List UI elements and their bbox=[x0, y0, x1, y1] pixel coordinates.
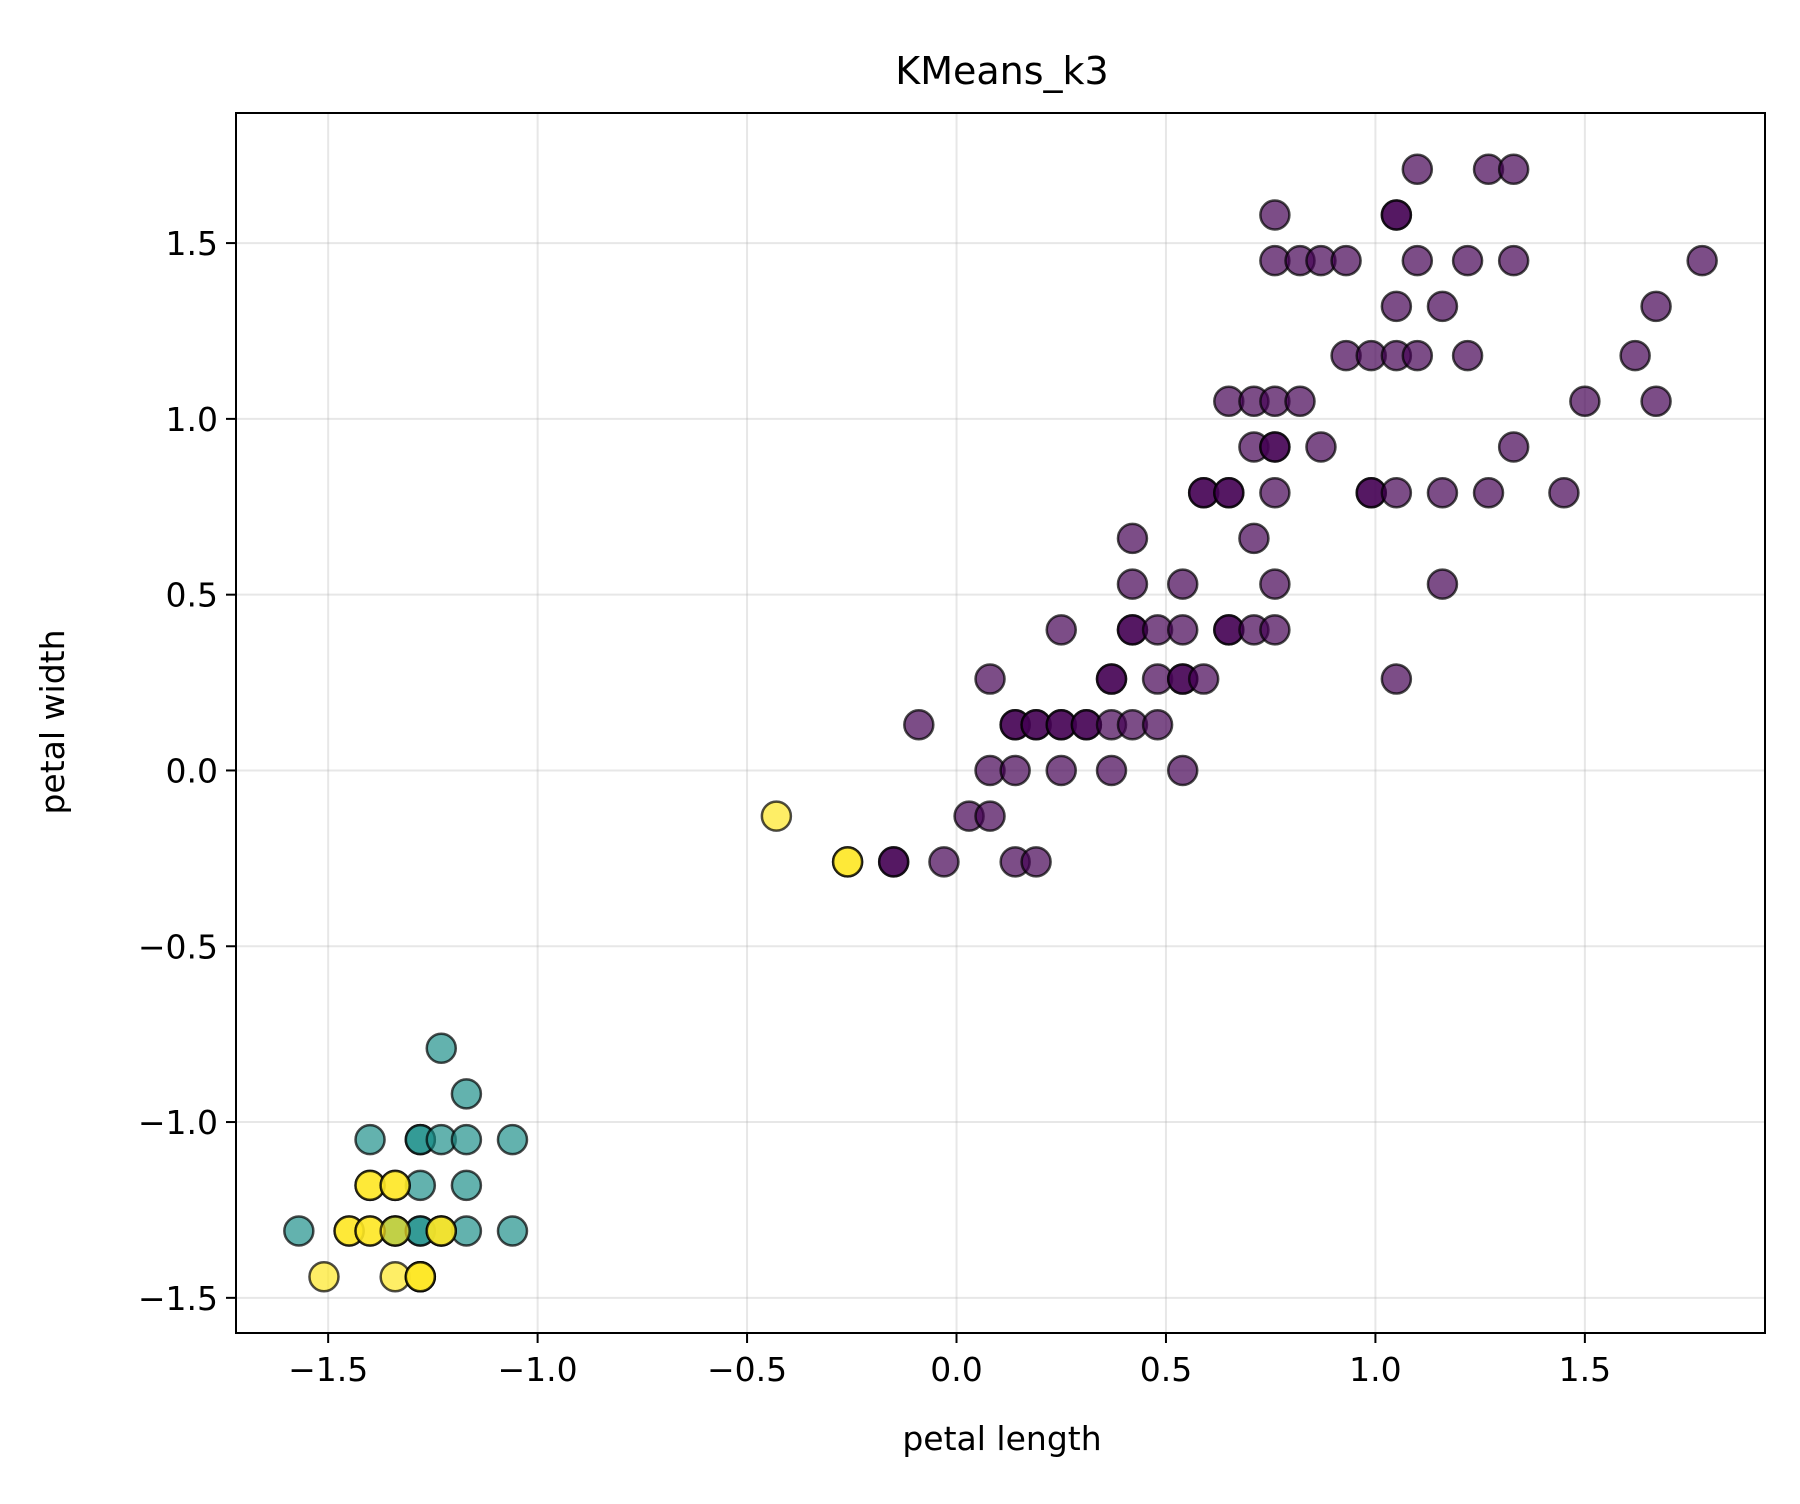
data-point-cluster-1 bbox=[425, 1032, 458, 1064]
y-tick-label: 0.0 bbox=[166, 751, 218, 790]
data-point-cluster-0 bbox=[1213, 476, 1245, 509]
data-point-cluster-0 bbox=[1426, 290, 1459, 323]
data-point-cluster-0 bbox=[1141, 709, 1174, 741]
data-point-cluster-2 bbox=[425, 1215, 458, 1247]
data-point-cluster-2 bbox=[831, 846, 864, 878]
data-point-cluster-0 bbox=[1330, 244, 1362, 277]
data-point-cluster-1 bbox=[283, 1215, 315, 1247]
data-point-cluster-2 bbox=[379, 1215, 411, 1247]
data-point-cluster-0 bbox=[1284, 385, 1316, 418]
data-point-cluster-0 bbox=[1259, 431, 1291, 463]
data-point-cluster-0 bbox=[1305, 431, 1337, 463]
data-point-cluster-0 bbox=[1497, 244, 1530, 277]
y-tick-label: −0.5 bbox=[138, 927, 218, 966]
data-point-cluster-0 bbox=[1259, 199, 1291, 231]
data-point-cluster-1 bbox=[496, 1215, 529, 1247]
data-point-cluster-0 bbox=[999, 754, 1031, 787]
y-axis-ticks: −1.5 −1.0 −0.5 0.0 0.5 1.0 1.5 bbox=[138, 224, 236, 1318]
y-axis-label: petal width bbox=[33, 629, 72, 814]
data-point-cluster-0 bbox=[1451, 244, 1484, 277]
data-point-cluster-0 bbox=[1380, 663, 1413, 695]
plot-frame bbox=[235, 112, 1766, 1334]
data-point-cluster-0 bbox=[1426, 568, 1459, 600]
data-points bbox=[283, 153, 1718, 1293]
data-point-cluster-0 bbox=[1187, 663, 1220, 695]
data-point-cluster-2 bbox=[760, 800, 793, 832]
data-point-cluster-0 bbox=[1259, 614, 1291, 646]
data-point-cluster-0 bbox=[1259, 476, 1291, 509]
data-point-cluster-0 bbox=[1166, 754, 1199, 787]
data-point-cluster-0 bbox=[1259, 568, 1291, 600]
data-point-cluster-0 bbox=[928, 846, 960, 878]
data-point-cluster-0 bbox=[1166, 614, 1199, 646]
data-point-cluster-2 bbox=[308, 1260, 340, 1293]
y-tick-label: −1.0 bbox=[138, 1103, 218, 1142]
data-point-cluster-0 bbox=[974, 800, 1006, 832]
data-point-cluster-0 bbox=[1045, 614, 1077, 646]
data-point-cluster-0 bbox=[1380, 199, 1413, 231]
data-point-cluster-0 bbox=[1380, 476, 1413, 509]
y-tick-label: 1.0 bbox=[166, 400, 218, 439]
data-point-cluster-0 bbox=[1095, 663, 1128, 695]
x-tick-label: −1.0 bbox=[498, 1350, 578, 1389]
data-point-cluster-0 bbox=[1045, 754, 1077, 787]
data-point-cluster-0 bbox=[1426, 476, 1459, 509]
x-tick-label: −0.5 bbox=[707, 1350, 787, 1389]
data-point-cluster-1 bbox=[450, 1123, 483, 1156]
data-point-cluster-0 bbox=[1020, 846, 1052, 878]
data-point-cluster-0 bbox=[1095, 754, 1128, 787]
chart-title: KMeans_k3 bbox=[895, 49, 1108, 93]
data-point-cluster-0 bbox=[1401, 339, 1434, 372]
data-point-cluster-0 bbox=[1619, 339, 1651, 372]
y-tick-label: 0.5 bbox=[166, 576, 218, 615]
data-point-cluster-0 bbox=[1497, 431, 1530, 463]
data-point-cluster-2 bbox=[379, 1169, 411, 1202]
y-tick-label: −1.5 bbox=[138, 1279, 218, 1318]
data-point-cluster-0 bbox=[1569, 385, 1601, 418]
x-tick-label: 0.0 bbox=[930, 1350, 982, 1389]
data-point-cluster-0 bbox=[903, 709, 935, 741]
data-point-cluster-0 bbox=[1548, 476, 1580, 509]
data-point-cluster-0 bbox=[1116, 522, 1149, 555]
data-point-cluster-0 bbox=[877, 846, 910, 878]
x-tick-label: 1.0 bbox=[1349, 1350, 1401, 1389]
data-point-cluster-0 bbox=[1238, 522, 1270, 555]
x-tick-label: −1.5 bbox=[288, 1350, 368, 1389]
data-point-cluster-0 bbox=[1640, 290, 1672, 323]
data-point-cluster-1 bbox=[450, 1078, 483, 1110]
data-point-cluster-1 bbox=[450, 1169, 483, 1202]
data-point-cluster-0 bbox=[974, 663, 1006, 695]
data-point-cluster-1 bbox=[354, 1123, 386, 1156]
data-point-cluster-0 bbox=[1472, 476, 1505, 509]
data-point-cluster-0 bbox=[1380, 290, 1413, 323]
data-point-cluster-0 bbox=[1401, 153, 1434, 186]
data-point-cluster-2 bbox=[404, 1260, 437, 1293]
data-point-cluster-0 bbox=[1401, 244, 1434, 277]
x-axis-label: petal length bbox=[902, 1419, 1101, 1458]
data-point-cluster-0 bbox=[1497, 153, 1530, 186]
x-tick-label: 1.5 bbox=[1559, 1350, 1611, 1389]
data-point-cluster-0 bbox=[1640, 385, 1672, 418]
data-point-cluster-1 bbox=[496, 1123, 529, 1156]
x-axis-ticks: −1.5 −1.0 −0.5 0.0 0.5 1.0 1.5 bbox=[288, 1333, 1611, 1389]
data-point-cluster-0 bbox=[1451, 339, 1484, 372]
x-tick-label: 0.5 bbox=[1140, 1350, 1192, 1389]
y-tick-label: 1.5 bbox=[166, 224, 218, 263]
data-point-cluster-0 bbox=[1686, 244, 1718, 277]
data-point-cluster-0 bbox=[1116, 568, 1149, 600]
data-point-cluster-0 bbox=[1166, 568, 1199, 600]
